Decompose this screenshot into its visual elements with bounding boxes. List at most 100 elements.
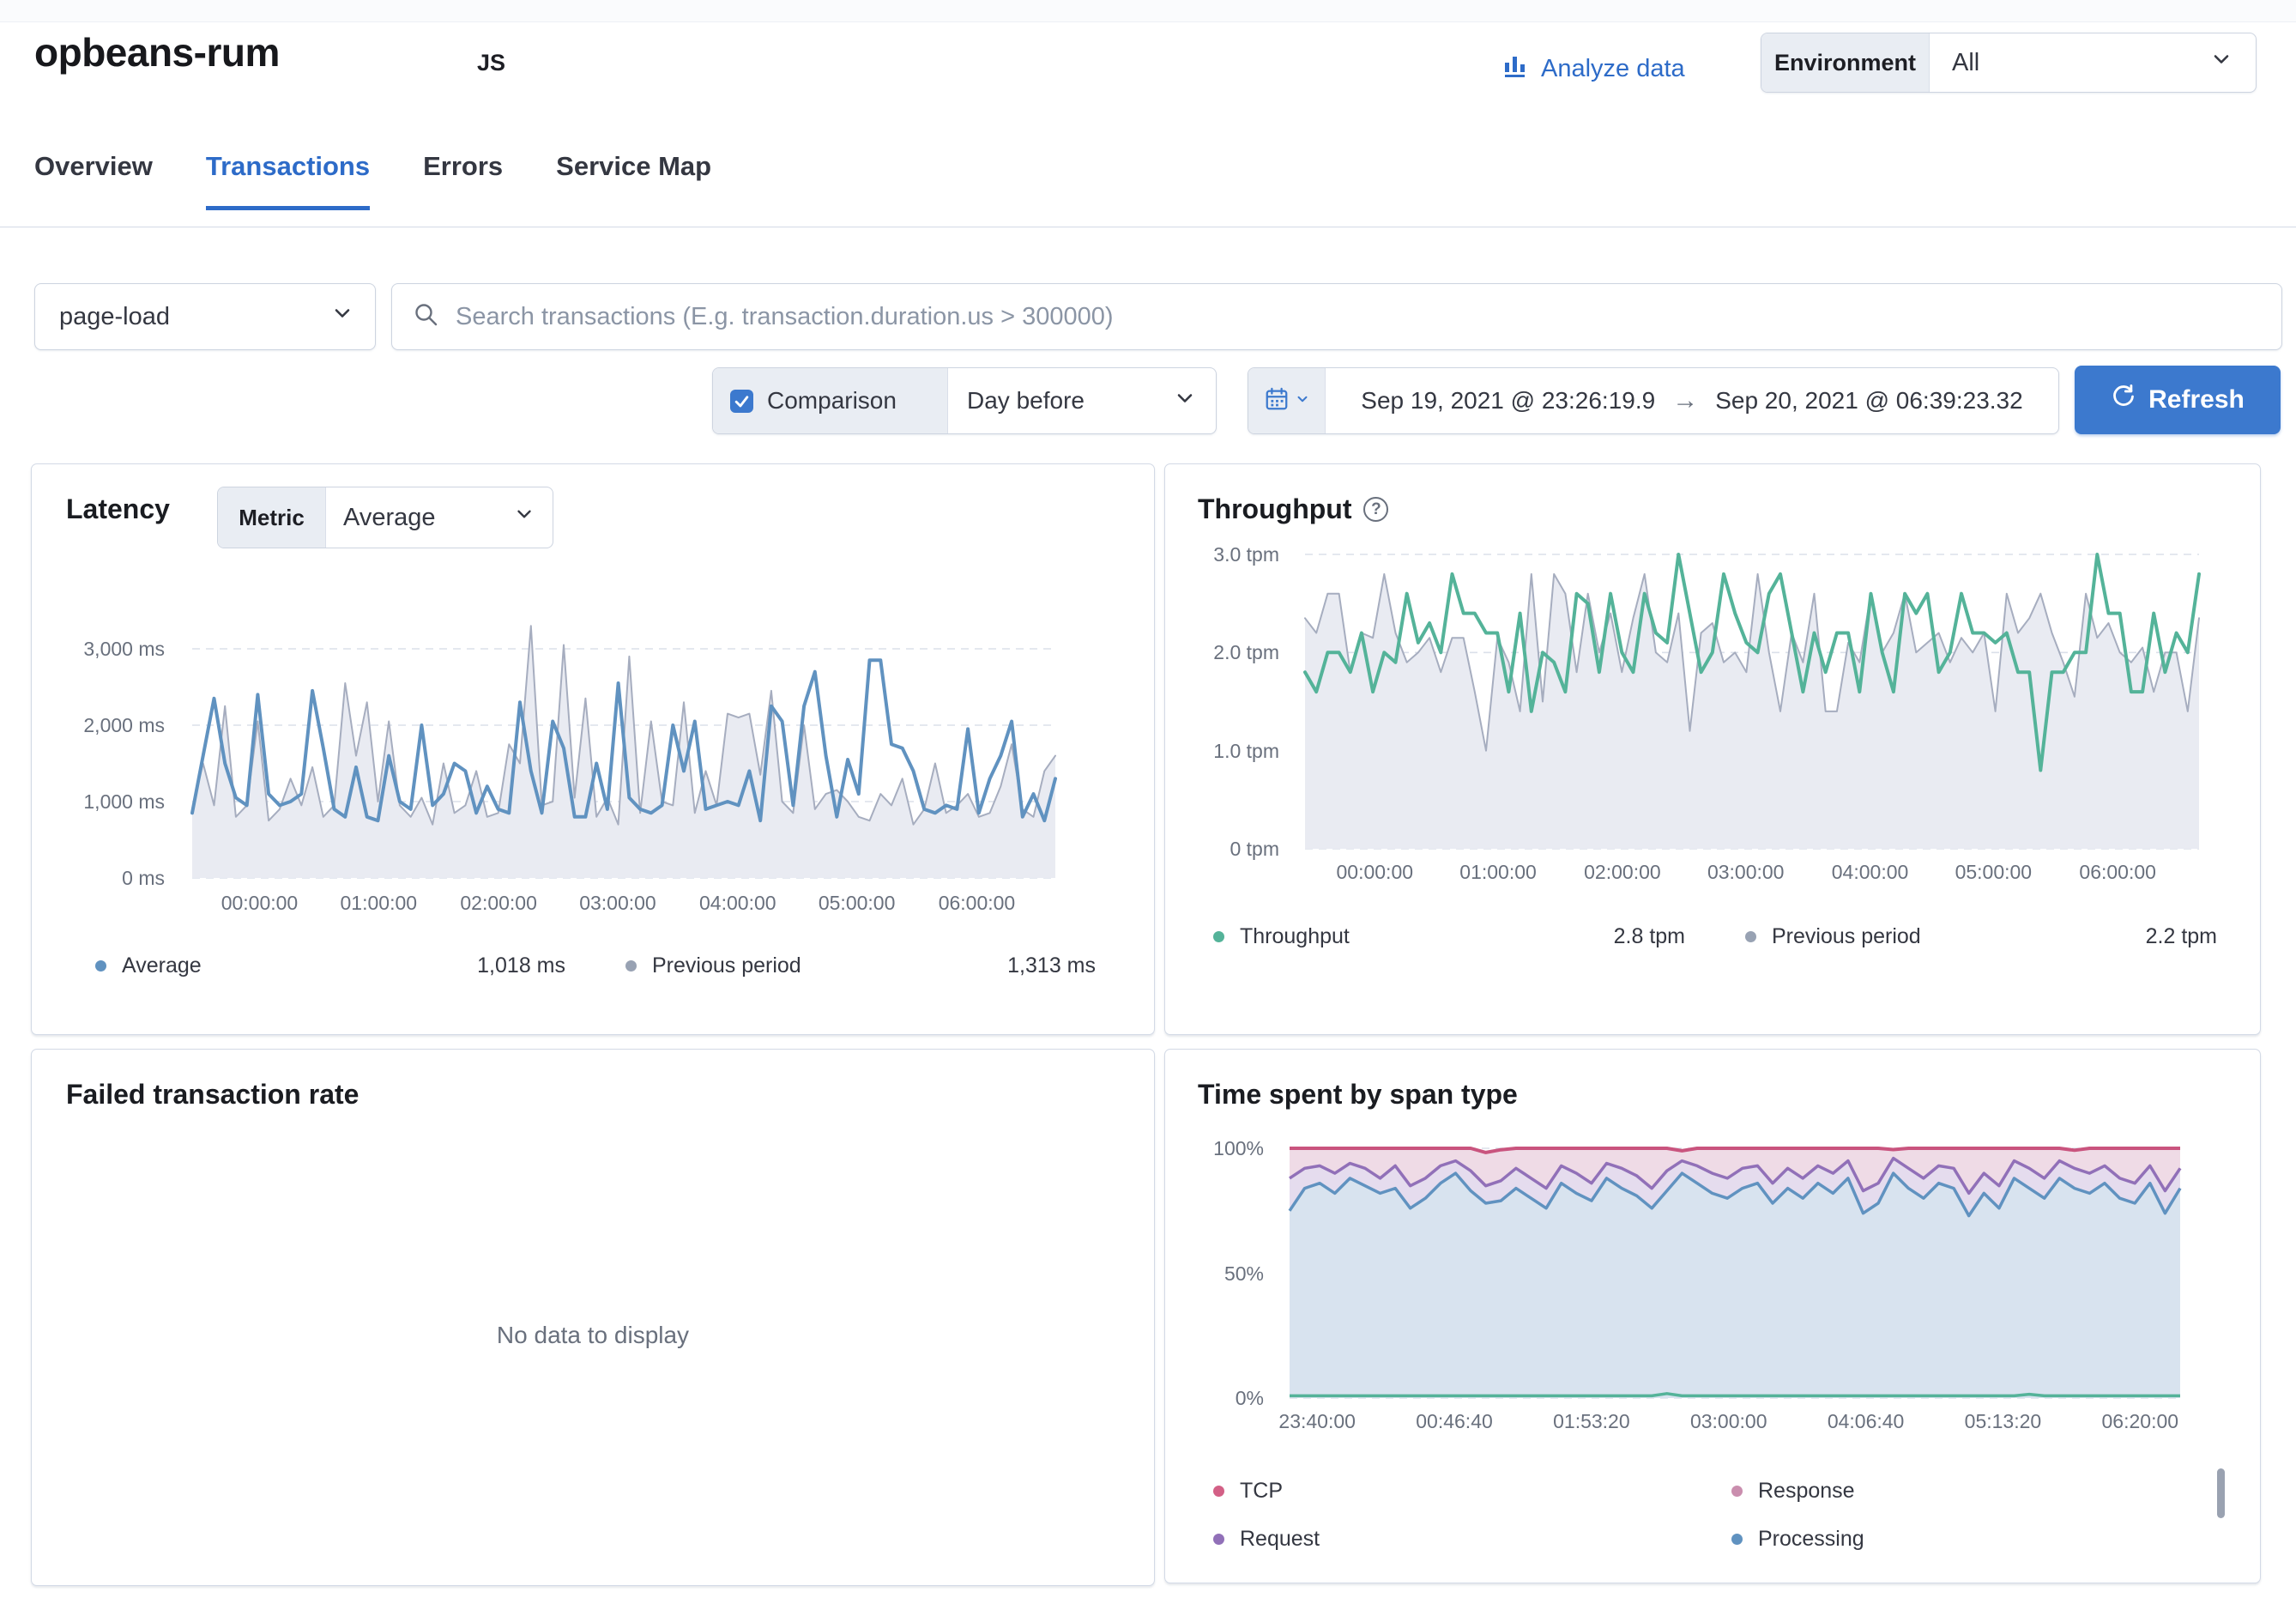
legend-item-response[interactable]: Response [1731,1479,1855,1504]
x-tick-label: 06:00:00 [938,892,1016,914]
throughput-panel: Throughput ? 3.0 tpm 2.0 tpm 1.0 tpm 0 tpm … [1164,463,2261,1035]
latency-chart[interactable] [190,593,1057,879]
throughput-chart[interactable] [1303,553,2201,850]
arrow-right-icon: → [1672,386,1699,415]
throughput-x-axis: 00:00:00 01:00:00 02:00:00 03:00:00 04:00:00… [1305,861,2199,887]
chevron-down-icon [513,503,535,532]
series-dot [1731,1534,1743,1545]
legend-item[interactable]: Previous period 2.2 tpm [1745,924,2217,949]
js-agent-badge: JS [477,50,506,76]
tab-errors[interactable]: Errors [423,151,504,181]
y-tick-label: 3,000 ms [83,637,165,660]
x-tick-label: 02:00:00 [1584,861,1661,883]
tab-overview[interactable]: Overview [34,151,153,181]
search-input[interactable] [456,302,2261,331]
metric-label: Metric [218,487,326,548]
metric-value: Average [343,503,436,531]
x-tick-label: 06:20:00 [2101,1410,2179,1432]
comparison-control: Comparison Day before [712,367,1217,434]
x-tick-label: 05:00:00 [1955,861,2033,883]
calendar-button[interactable] [1248,368,1326,433]
y-tick-label: 3.0 tpm [1213,543,1279,566]
comparison-checkbox[interactable] [730,389,753,413]
x-tick-label: 05:13:20 [1964,1410,2042,1432]
latency-y-axis: 3,000 ms 2,000 ms 1,000 ms 0 ms [32,593,178,889]
calendar-icon [1264,386,1290,416]
x-tick-label: 06:00:00 [2079,861,2156,883]
comparison-period-select[interactable]: Day before [948,368,1216,433]
span-type-chart[interactable] [1288,1147,2182,1399]
latency-metric-select[interactable]: Metric Average [217,487,553,548]
failed-rate-panel: Failed transaction rate No data to displ… [31,1049,1155,1586]
y-tick-label: 0% [1235,1387,1264,1409]
service-tabs: Overview Transactions Errors Service Map [34,151,711,210]
chevron-down-icon [2209,47,2233,78]
y-tick-label: 1,000 ms [83,790,165,813]
series-dot [95,960,106,972]
no-data-message: No data to display [496,1322,690,1348]
x-tick-label: 03:00:00 [1707,861,1785,883]
environment-value: All [1930,33,2256,92]
x-tick-label: 00:46:40 [1416,1410,1493,1432]
x-tick-label: 05:00:00 [818,892,896,914]
x-tick-label: 04:00:00 [1831,861,1909,883]
transaction-type-select[interactable]: page-load [34,283,376,350]
chevron-down-icon [330,301,354,332]
x-tick-label: 04:06:40 [1827,1410,1905,1432]
search-icon [413,301,440,333]
legend-item[interactable]: Average 1,018 ms [95,953,565,978]
y-tick-label: 100% [1213,1137,1264,1159]
latency-title: Latency [66,493,170,524]
bar-chart-icon [1501,51,1529,86]
legend-item-processing[interactable]: Processing [1731,1527,1864,1552]
help-icon[interactable]: ? [1363,497,1389,522]
transaction-search-bar[interactable] [391,283,2282,350]
chevron-down-icon [1173,386,1197,416]
failed-rate-title: Failed transaction rate [66,1079,360,1110]
series-dot [1731,1486,1743,1497]
refresh-button[interactable]: Refresh [2075,366,2281,434]
comparison-toggle[interactable]: Comparison [713,368,948,433]
y-tick-label: 2,000 ms [83,713,165,736]
date-end[interactable]: Sep 20, 2021 @ 06:39:23.32 [1715,387,2023,414]
y-tick-label: 0 tpm [1230,838,1279,860]
analyze-data-link[interactable]: Analyze data [1501,51,1685,86]
tab-transactions[interactable]: Transactions [205,151,371,210]
legend-item-tcp[interactable]: TCP [1213,1479,1283,1504]
top-divider [0,0,2296,22]
chevron-down-icon [1295,391,1310,411]
span-type-panel: Time spent by span type 100% 50% 0% 23:40:… [1164,1049,2261,1583]
refresh-icon [2111,384,2136,416]
date-range-display[interactable]: Sep 19, 2021 @ 23:26:19.9 → Sep 20, 2021… [1326,368,2058,433]
x-tick-label: 00:00:00 [1336,861,1414,883]
date-start[interactable]: Sep 19, 2021 @ 23:26:19.9 [1361,387,1656,414]
x-tick-label: 00:00:00 [221,892,299,914]
environment-label: Environment [1761,33,1930,92]
date-range-picker[interactable]: Sep 19, 2021 @ 23:26:19.9 → Sep 20, 2021… [1248,367,2059,434]
span-y-axis: 100% 50% 0% [1165,1137,1278,1409]
latency-legend: Average 1,018 ms Previous period 1,313 m… [95,953,1096,978]
span-x-axis: 23:40:00 00:46:40 01:53:20 03:00:00 04:06:40… [1278,1410,2180,1436]
series-dot [625,960,637,972]
comparison-label: Comparison [767,387,897,414]
x-tick-label: 03:00:00 [579,892,656,914]
legend-item-request[interactable]: Request [1213,1527,1320,1552]
latency-panel: Latency Metric Average 3,000 ms 2,000 ms 1… [31,463,1155,1035]
series-dot [1213,1486,1224,1497]
legend-item[interactable]: Throughput 2.8 tpm [1213,924,1685,949]
throughput-title: Throughput ? [1198,493,1389,525]
x-tick-label: 02:00:00 [460,892,537,914]
span-type-title: Time spent by span type [1198,1079,1518,1110]
environment-select[interactable]: Environment All [1761,33,2257,93]
throughput-legend: Throughput 2.8 tpm Previous period 2.2 t… [1213,924,2217,949]
legend-item[interactable]: Previous period 1,313 ms [625,953,1096,978]
legend-scrollbar[interactable] [2217,1468,2225,1518]
y-tick-label: 0 ms [122,867,165,889]
y-tick-label: 2.0 tpm [1213,641,1279,664]
x-tick-label: 01:53:20 [1553,1410,1630,1432]
throughput-y-axis: 3.0 tpm 2.0 tpm 1.0 tpm 0 tpm [1165,543,1293,860]
y-tick-label: 1.0 tpm [1213,739,1279,762]
tab-service-map[interactable]: Service Map [556,151,712,181]
x-tick-label: 23:40:00 [1278,1410,1356,1432]
